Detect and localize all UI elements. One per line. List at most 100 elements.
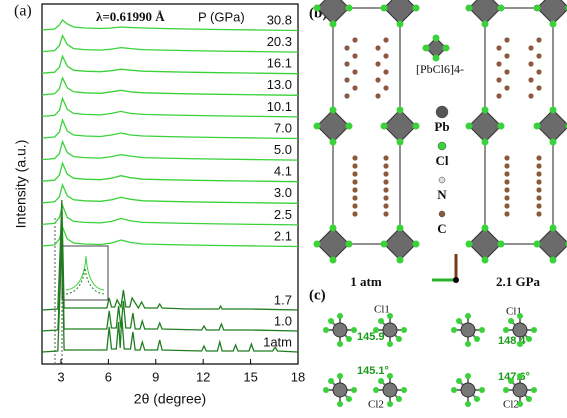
c-atom [536, 37, 542, 43]
cl-atom [329, 106, 337, 114]
xrd-pattern [41, 230, 299, 332]
cl-atom [549, 20, 557, 28]
legend-label: 5.0 [274, 142, 292, 157]
cl-atom [497, 122, 505, 130]
cl-atom [396, 138, 404, 146]
cl-atom [373, 387, 379, 393]
cl-atom [465, 313, 471, 319]
x-tick-label: 9 [152, 369, 159, 384]
annotation: λ=0.61990 Å [96, 9, 165, 24]
legend-label: C [437, 221, 446, 236]
c-atom [383, 195, 389, 201]
c-atom [528, 77, 534, 83]
c-atom [528, 45, 534, 51]
cl-atom [313, 122, 321, 130]
pb-atom [460, 322, 476, 338]
c-atom [504, 85, 510, 91]
xrd-pattern [41, 96, 299, 118]
cl-atom [328, 378, 334, 384]
x-tick-label: 18 [291, 369, 305, 384]
cl-atom [503, 387, 509, 393]
cl-atom [517, 313, 523, 319]
legend-atom [438, 210, 446, 218]
cl-atom [329, 20, 337, 28]
cl-atom [474, 396, 480, 402]
legend-atom [435, 105, 449, 119]
cl-atom [337, 341, 343, 347]
legend-label: 16.1 [267, 56, 292, 71]
legend-label: 2.5 [274, 207, 292, 222]
c-atom [383, 37, 389, 43]
cl-atom [387, 401, 393, 407]
xrd-pattern [41, 19, 299, 32]
cl-atom [380, 122, 388, 130]
legend-label: 30.8 [267, 12, 292, 27]
cl-atom [531, 387, 537, 393]
cl-atom [481, 224, 489, 232]
c-atom [352, 211, 358, 217]
cl-atom [422, 44, 430, 52]
cl-atom [329, 256, 337, 264]
inset-curve [65, 255, 105, 291]
legend-label: 1.0 [274, 313, 292, 328]
cl-atom [479, 327, 485, 333]
c-atom [504, 163, 510, 169]
x-tick-label: 3 [57, 369, 64, 384]
c-atom [383, 53, 389, 59]
xrd-pattern [41, 182, 299, 204]
cl-atom [412, 122, 420, 130]
cl-atom [380, 4, 388, 12]
cl-atom [412, 4, 420, 12]
cl-atom [533, 240, 541, 248]
octahedron [468, 227, 502, 261]
cl-atom [378, 378, 384, 384]
inset-box [61, 245, 109, 301]
xrd-pattern [41, 224, 299, 248]
c-atom [375, 77, 381, 83]
cl-atom [337, 313, 343, 319]
x-tick-label: 12 [196, 369, 210, 384]
angle-label: 145.1° [357, 365, 389, 377]
octahedron [536, 227, 567, 261]
cl-atom [533, 122, 541, 130]
cl-atom [346, 336, 352, 342]
cl-atom [396, 336, 402, 342]
c-atom [504, 53, 510, 59]
cl-atom [329, 138, 337, 146]
legend-atom [437, 141, 447, 151]
legend-label: 1atm [263, 334, 292, 349]
c-atom [536, 203, 542, 209]
c-atom [528, 61, 534, 67]
structure-label: 1 atm [350, 274, 382, 289]
angle-label: 148.4° [498, 335, 530, 347]
c-atom [375, 61, 381, 67]
cl-atom [345, 4, 353, 12]
cl-atom [396, 224, 404, 232]
octahedron [383, 227, 417, 261]
panel-label: (a) [14, 3, 32, 20]
c-atom [352, 171, 358, 177]
c-atom [504, 171, 510, 177]
cl-atom [481, 256, 489, 264]
structure-label: 2.1 GPa [496, 274, 541, 289]
atom-label: Cl2 [368, 399, 384, 411]
c-atom [383, 203, 389, 209]
cl-atom [351, 387, 357, 393]
c-atom [352, 85, 358, 91]
c-atom [352, 163, 358, 169]
c-atom [383, 171, 389, 177]
xrd-pattern [41, 118, 299, 140]
octahedron [316, 109, 350, 143]
c-atom [383, 187, 389, 193]
c-atom [344, 93, 350, 99]
x-tick-label: 6 [105, 369, 112, 384]
cl-atom [465, 240, 473, 248]
pb-atom [332, 322, 348, 338]
legend-label: 7.0 [274, 120, 292, 135]
c-atom [344, 45, 350, 51]
cl-atom [533, 4, 541, 12]
pb-atom [512, 322, 528, 338]
cl-atom [465, 122, 473, 130]
cl-atom [396, 106, 404, 114]
